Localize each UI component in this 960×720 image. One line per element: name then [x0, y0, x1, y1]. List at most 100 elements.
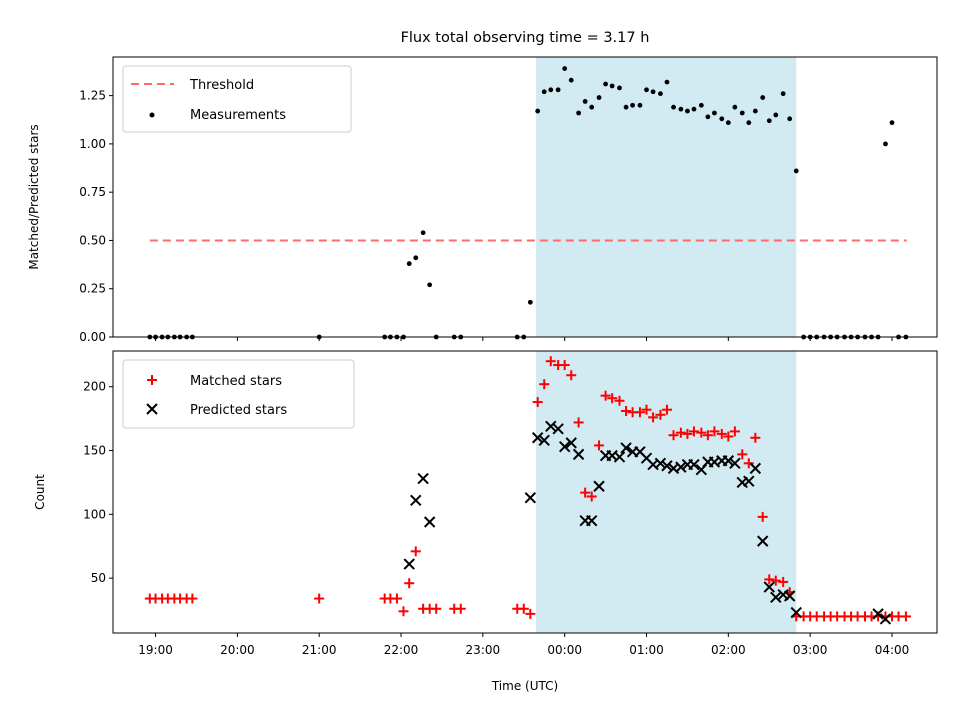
bottom-y-tick-label: 50 [91, 571, 106, 585]
matched-star-point [518, 603, 529, 614]
bottom-legend-box [122, 359, 355, 429]
matched-star-point [743, 458, 754, 469]
matched-star-point [607, 393, 618, 404]
matched-star-point [431, 603, 442, 614]
bottom-y-axis-label: Count [33, 474, 47, 510]
matched-star-point [675, 427, 686, 438]
bottom-panel: 50 100 150 200 19:00 20:00 21:00 22:00 23:00 00:… [33, 350, 938, 693]
matched-star-point [770, 575, 781, 586]
matched-star-point [455, 603, 466, 614]
bottom-x-tick-label: 00:00 [547, 643, 582, 657]
matched-star-point [655, 409, 666, 420]
measurement-point [609, 83, 615, 89]
bottom-x-tick-label: 04:00 [875, 643, 910, 657]
measurement-point [535, 108, 541, 114]
measurement-point [650, 89, 656, 95]
measurement-point [732, 104, 738, 110]
matched-star-point [723, 431, 734, 442]
predicted-star-point [784, 590, 796, 602]
matched-star-point [573, 417, 584, 428]
legend-threshold-label: Threshold [189, 78, 254, 93]
legend-predicted-swatch [146, 403, 158, 415]
measurement-point [787, 116, 793, 122]
top-y-ticks: 0.00 0.25 0.50 0.75 1.00 1.25 [79, 89, 113, 344]
matched-star-point [398, 606, 409, 617]
measurement-point [596, 95, 602, 100]
matched-star-point [532, 397, 543, 408]
matched-star-point [757, 511, 768, 522]
predicted-star-point [872, 608, 884, 620]
predicted-star-point [410, 494, 422, 507]
matched-star-point [559, 360, 570, 371]
predicted-star-point [879, 613, 892, 625]
legend-matched-label: Matched stars [190, 374, 282, 389]
measurement-point [576, 110, 581, 116]
matched-star-point [764, 574, 775, 585]
measurement-point [427, 282, 433, 288]
predicted-star-point [538, 434, 550, 447]
measurement-point [630, 102, 636, 108]
predicted-star-point [729, 457, 741, 469]
predicted-star-point [654, 457, 667, 469]
top-y-tick-label: 0.00 [79, 330, 106, 344]
predicted-star-point [722, 455, 735, 467]
predicted-star-point [552, 423, 564, 435]
matched-star-point [586, 491, 597, 502]
measurement-point [773, 112, 779, 118]
matched-star-point [566, 370, 577, 381]
top-y-tick-label: 1.00 [79, 137, 106, 151]
measurement-point [562, 66, 568, 71]
top-y-tick-label: 0.25 [79, 282, 106, 296]
matched-star-point [709, 426, 720, 437]
measurement-point [766, 118, 772, 124]
predicted-star-point [763, 581, 775, 593]
predicted-star-point [423, 516, 436, 528]
matched-star-point [737, 449, 748, 460]
predicted-star-point [749, 462, 762, 475]
bottom-x-tick-label: 20:00 [220, 643, 255, 657]
bottom-x-tick-label: 02:00 [711, 643, 746, 657]
predicted-star-point [531, 432, 544, 444]
bottom-y-tick-label: 200 [83, 380, 106, 394]
chart-title: Flux total observing time = 3.17 h [401, 30, 650, 46]
measurement-point [589, 104, 595, 110]
measurement-point [760, 95, 766, 100]
bottom-x-tick-label: 03:00 [793, 643, 828, 657]
bottom-legend: Matched stars Predicted stars [122, 359, 355, 429]
matched-star-point [187, 593, 198, 604]
matched-star-point [410, 546, 421, 557]
measurement-point [719, 116, 725, 122]
bottom-x-tick-label: 19:00 [138, 643, 173, 657]
predicted-star-point [585, 515, 598, 527]
measurement-point [637, 102, 643, 108]
measurement-point [623, 104, 629, 110]
measurement-point [664, 79, 670, 85]
matched-star-point [696, 427, 707, 438]
legend-matched-swatch [147, 375, 157, 385]
measurement-point [685, 108, 690, 114]
legend-predicted-label: Predicted stars [190, 403, 287, 418]
predicted-star-point [790, 606, 802, 619]
matched-star-point [621, 405, 632, 416]
top-y-tick-label: 1.25 [79, 89, 106, 103]
predicted-star-point [558, 440, 571, 453]
measurement-points [147, 66, 909, 340]
bottom-x-tick-label: 22:00 [384, 643, 419, 657]
matched-star-point [682, 428, 693, 439]
x-axis-label: Time (UTC) [491, 679, 558, 693]
predicted-star-point [757, 535, 769, 547]
matched-star-point [900, 611, 911, 622]
measurement-point [883, 141, 888, 147]
matched-star-point [580, 487, 591, 498]
predicted-stars-points [403, 420, 892, 625]
predicted-star-point [565, 437, 577, 449]
measurement-point [548, 87, 554, 93]
predicted-star-point [524, 492, 537, 504]
measurement-point [603, 81, 608, 87]
measurement-point [725, 120, 731, 126]
bottom-x-tick-label: 21:00 [302, 643, 337, 657]
bottom-y-tick-label: 100 [83, 507, 106, 521]
measurement-point [617, 85, 622, 91]
predicted-star-point [620, 442, 632, 454]
